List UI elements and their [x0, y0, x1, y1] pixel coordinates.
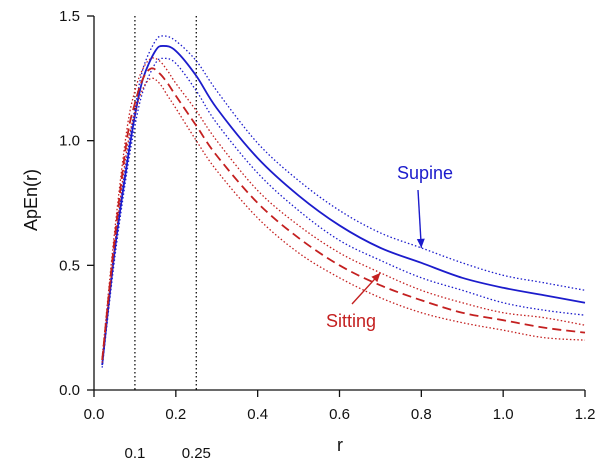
annotation-supine-arrow	[417, 189, 423, 248]
x-tick-label-7: 1.2	[575, 406, 596, 423]
x-tick-label-1: 0.0	[84, 406, 105, 423]
x-tick-label-2: 0.2	[165, 406, 186, 423]
x-axis-title: r	[337, 435, 343, 455]
series-supine-lower	[101, 57, 586, 368]
annotation-sitting-arrowhead	[371, 272, 381, 283]
x-tick-label-4: 0.6	[329, 406, 350, 423]
y-tick-label-1: 0.0	[59, 382, 80, 399]
annotation-supine-label: Supine	[397, 163, 453, 183]
series-sitting-upper	[101, 57, 586, 358]
reference-line-label-1: 0.1	[124, 445, 145, 462]
annotation-supine-arrowhead	[416, 238, 425, 248]
series-supine-upper	[101, 35, 586, 361]
x-tick-label-3: 0.4	[247, 406, 268, 423]
x-tick-label-6: 1.0	[493, 406, 514, 423]
x-tick-label-5: 0.8	[411, 406, 432, 423]
y-tick-label-2: 0.5	[59, 257, 80, 274]
y-axis-title: ApEn(r)	[21, 169, 41, 231]
y-tick-label-4: 1.5	[59, 8, 80, 25]
reference-line-label-2: 0.25	[182, 445, 211, 462]
series-sitting-lower	[101, 77, 586, 363]
series-supine-mean	[101, 45, 586, 366]
annotation-sitting-label: Sitting	[326, 311, 376, 331]
y-tick-label-3: 1.0	[59, 133, 80, 150]
